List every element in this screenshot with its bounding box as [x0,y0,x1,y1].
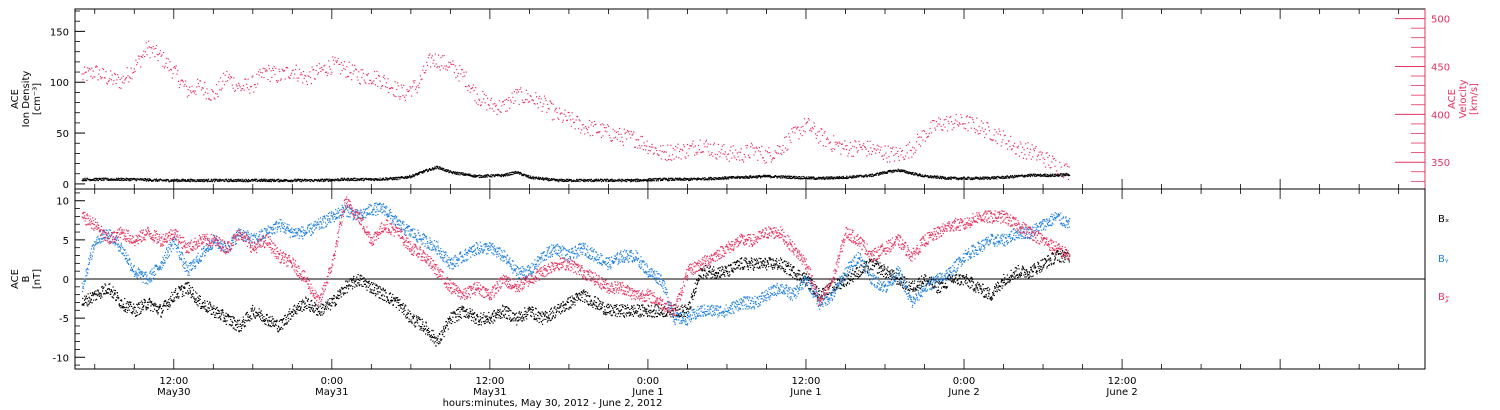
x-tick-time: 12:00 [159,376,188,387]
velocity-tick-label: 500 [1431,15,1450,26]
b-tick-label: 10 [56,197,69,208]
x-tick-date: June 1 [789,387,821,398]
x-tick-date: May30 [157,387,190,398]
density-tick-label: 100 [50,78,69,89]
x-tick-date: June 2 [1105,387,1137,398]
velocity-axis-label: Velocity [1458,79,1469,118]
velocity-tick-label: 400 [1431,110,1450,121]
x-tick-date: May31 [315,387,348,398]
density-series [81,165,1071,183]
b-axis-label: [nT] [32,269,43,289]
density-tick-label: 150 [50,27,69,38]
x-axis-label: hours:minutes, May 30, 2012 - June 2, 20… [443,398,663,409]
x-tick-date: May31 [473,387,506,398]
density-tick-label: 50 [56,129,69,140]
b-series-2 [81,196,1071,316]
top-panel-frame [74,8,1426,190]
b-tick-label: -10 [53,353,69,364]
density-axis-label: [cm⁻³] [32,83,43,115]
x-tick-date: June 2 [947,387,979,398]
b-series-1 [81,202,1071,326]
b-axis-label: ACE [10,269,21,289]
legend-entry: Bₓ [1438,214,1449,225]
b-tick-label: 5 [63,236,69,247]
x-tick-time: 12:00 [792,376,821,387]
legend-entry: B𝓏 [1438,292,1450,303]
b-tick-label: -5 [59,314,69,325]
density-tick-label: 0 [63,180,69,191]
velocity-axis-label: [km/s] [1469,83,1480,115]
b-tick-label: 0 [63,275,69,286]
x-tick-time: 0:00 [321,376,343,387]
velocity-tick-label: 450 [1431,62,1450,73]
b-axis-label: B [21,275,32,282]
velocity-tick-label: 350 [1431,158,1450,169]
x-tick-date: June 1 [631,387,663,398]
x-tick-time: 12:00 [1108,376,1137,387]
density-axis-label: ACE [10,89,21,109]
legend-entry: Bᵧ [1438,254,1449,265]
x-tick-time: 12:00 [475,376,504,387]
density-axis-label: Ion Density [21,71,32,128]
x-tick-time: 0:00 [637,376,659,387]
x-tick-time: 0:00 [953,376,975,387]
velocity-axis-label: ACE [1447,89,1458,109]
magnetic-field-panel: -10 -5 0 5 10 ACE B [nT] Bₓ Bᵧ B𝓏 [10,188,1450,370]
velocity-series [81,40,1070,180]
